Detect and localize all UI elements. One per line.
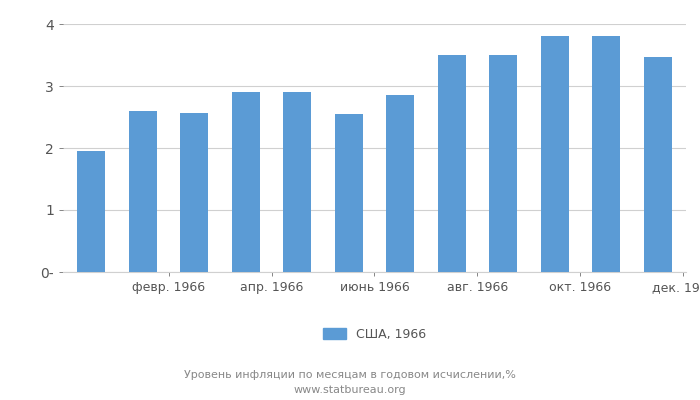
Bar xyxy=(232,92,260,272)
Bar xyxy=(438,55,466,272)
Bar xyxy=(540,36,569,272)
Bar xyxy=(335,114,363,272)
Bar xyxy=(386,95,414,272)
Bar xyxy=(643,57,672,272)
Bar xyxy=(77,151,106,272)
Bar xyxy=(129,111,157,272)
Legend: США, 1966: США, 1966 xyxy=(323,328,426,341)
Bar xyxy=(489,55,517,272)
Bar xyxy=(180,113,209,272)
Bar xyxy=(283,92,312,272)
Text: Уровень инфляции по месяцам в годовом исчислении,%: Уровень инфляции по месяцам в годовом ис… xyxy=(184,370,516,380)
Text: www.statbureau.org: www.statbureau.org xyxy=(294,385,406,395)
Bar xyxy=(592,36,620,272)
